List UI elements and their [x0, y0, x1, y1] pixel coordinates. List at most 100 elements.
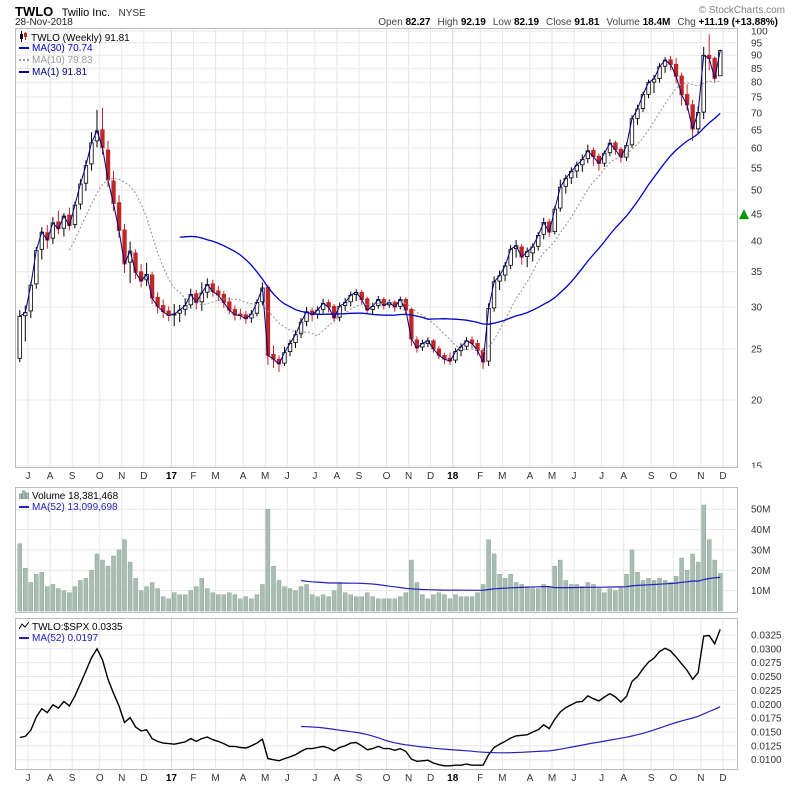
y-axis-label: 100	[751, 28, 768, 38]
month-label: S	[647, 471, 655, 482]
month-label: D	[427, 471, 435, 482]
volume-legend-title: Volume 18,381,468	[18, 490, 119, 503]
month-label: A	[239, 773, 247, 784]
ma1-line-swatch	[19, 71, 29, 74]
month-label: N	[118, 471, 126, 482]
legend-ratio-ma52: MA(52) 0.0197	[19, 633, 123, 645]
month-label: M	[547, 471, 557, 482]
year-label: 17	[165, 471, 177, 482]
y-axis-label: 15	[751, 462, 763, 469]
chart-date: 28-Nov-2018	[15, 17, 73, 28]
y-axis-label: 0.0325	[751, 630, 782, 641]
month-label: D	[427, 773, 435, 784]
ratio-line	[19, 629, 721, 767]
month-label: M	[261, 471, 270, 482]
ratio-ma52-line	[300, 706, 721, 754]
month-label: N	[697, 471, 705, 482]
legend-volume-ma52: MA(52) 13,099,698	[19, 502, 118, 514]
quote-label: Low	[492, 17, 514, 28]
month-label: M	[261, 773, 270, 784]
price-legend-title: TWLO (Weekly) 91.81	[19, 31, 130, 44]
y-axis-label: 0.0125	[751, 741, 782, 752]
month-label: F	[477, 773, 484, 784]
month-label: S	[355, 471, 363, 482]
volume-legend: Volume 18,381,468 MA(52) 13,099,698	[18, 490, 119, 514]
month-label: S	[68, 471, 76, 482]
month-label: N	[404, 773, 413, 784]
year-label: 18	[447, 471, 459, 482]
y-axis-label: 0.0275	[751, 658, 782, 669]
year-label: 18	[447, 773, 459, 784]
month-label: N	[404, 471, 413, 482]
month-label: M	[498, 471, 507, 482]
month-label: N	[118, 773, 126, 784]
month-label: O	[669, 773, 678, 784]
month-label: J	[599, 773, 605, 784]
y-axis-label: 30M	[751, 545, 770, 556]
month-label: D	[719, 773, 727, 784]
year-label: 17	[165, 773, 177, 784]
price-legend: TWLO (Weekly) 91.81 MA(30) 70.74 MA(10) …	[19, 31, 130, 79]
month-label: M	[211, 471, 220, 482]
ma10-line	[68, 80, 721, 353]
legend-ma10: MA(10) 79.83	[19, 55, 130, 67]
ma1-line	[19, 50, 721, 365]
volume-legend-title-text: Volume 18,381,468	[32, 491, 119, 503]
month-label: J	[25, 773, 31, 784]
y-axis-label: 85	[751, 64, 763, 75]
month-label: J	[312, 471, 318, 482]
quote-value: 91.81	[574, 17, 600, 28]
quote-value: 18.4M	[642, 17, 671, 28]
month-label: A	[620, 773, 628, 784]
copyright: © StockCharts.com	[698, 5, 785, 16]
month-label: M	[211, 773, 220, 784]
volume-chart: 50M 40M 30M 20M 10M	[15, 487, 770, 613]
month-label: S	[355, 773, 363, 784]
y-axis-label: 40M	[751, 525, 770, 536]
month-label: A	[46, 773, 54, 784]
month-label: S	[647, 773, 655, 784]
quote-label: High	[437, 17, 461, 28]
y-axis-label: 65	[751, 125, 763, 136]
month-label: O	[95, 773, 104, 784]
volume-bars-icon	[18, 490, 29, 503]
ticker-symbol: TWLO	[15, 4, 54, 19]
month-label: J	[25, 471, 31, 482]
panel-border	[15, 618, 738, 770]
y-axis-label: 45	[751, 210, 763, 221]
y-axis-label: 0.0250	[751, 672, 782, 683]
line-chart-icon	[18, 621, 30, 634]
quote-value: +11.19 (+13.88%)	[698, 17, 778, 28]
month-label: O	[95, 471, 104, 482]
month-label: A	[526, 471, 534, 482]
panel-border	[15, 487, 738, 613]
month-label: S	[68, 773, 76, 784]
y-axis-label: 35	[751, 267, 763, 278]
month-label: F	[190, 773, 197, 784]
y-axis-label: 80	[751, 78, 763, 89]
month-label: J	[284, 773, 290, 784]
ma30-line-swatch	[19, 47, 29, 50]
legend-ma30: MA(30) 70.74	[19, 43, 130, 55]
y-axis-label: 90	[751, 51, 763, 62]
y-axis-label: 55	[751, 164, 763, 175]
y-axis-label: 0.0100	[751, 755, 782, 766]
month-label: A	[333, 471, 341, 482]
y-axis-label: 0.0150	[751, 727, 782, 738]
y-axis-label: 60	[751, 144, 763, 155]
ma30-line	[179, 112, 721, 325]
quote-value: 82.19	[514, 17, 540, 28]
x-axis-months-top: J A S O N D 17 F M A M J J A S O N D 18 F M A M J J A S O N D	[0, 469, 800, 485]
month-label: J	[599, 471, 605, 482]
y-axis-label: 30	[751, 303, 763, 314]
legend-volume-ma52-text: MA(52) 13,099,698	[32, 502, 118, 513]
exchange-name: NYSE	[118, 8, 146, 19]
month-label: M	[498, 773, 507, 784]
month-label: O	[382, 471, 391, 482]
ma10-line-swatch	[19, 59, 29, 62]
ratio-legend: TWLO:$SPX 0.0335 MA(52) 0.0197	[18, 621, 123, 645]
volume-bars-group	[17, 504, 723, 612]
y-axis-label: 20	[751, 396, 763, 407]
month-label: J	[284, 471, 290, 482]
month-label: A	[46, 471, 54, 482]
